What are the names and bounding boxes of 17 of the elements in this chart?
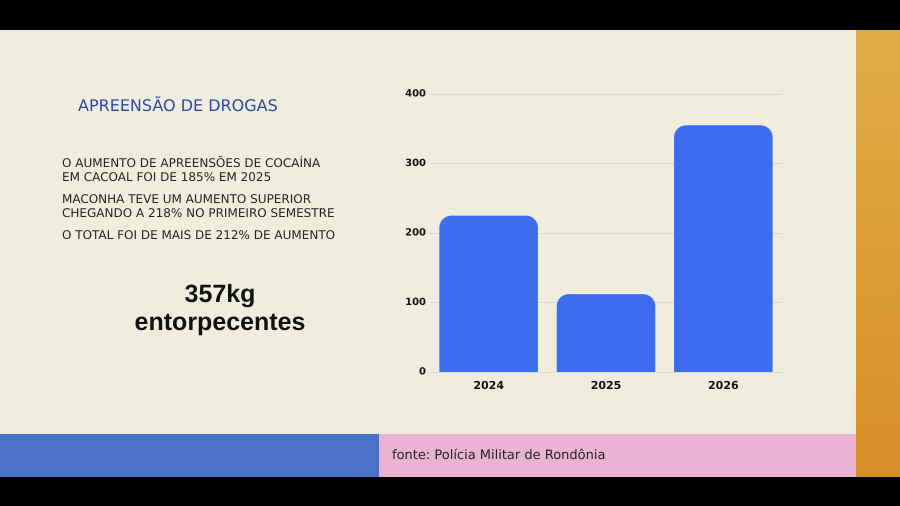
y-tick-label: 300: [405, 158, 426, 169]
bar: [439, 216, 538, 372]
x-tick-label: 2024: [473, 379, 504, 392]
text: O AUMENTO DE APREENSÕES DE COCAÍNA EM CACOAL FOI DE 185% EM 2025: [62, 156, 322, 184]
y-tick-label: 200: [405, 228, 426, 238]
source-note: fonte: Polícia Militar de Rondônia: [392, 448, 606, 463]
y-tick-label: 0: [419, 366, 426, 378]
x-tick-label: 2025: [590, 379, 622, 392]
text: O TOTAL FOI DE MAIS DE 212% DE AUMENTO: [62, 228, 336, 242]
bar: [556, 294, 656, 372]
y-tick-label: 400: [405, 88, 426, 100]
x-tick-label: 2026: [708, 379, 739, 392]
y-tick-label: 100: [405, 297, 426, 308]
text: APREENSÃO DE DROGAS: [78, 96, 278, 115]
text: 357kg entorpecentes: [134, 280, 306, 336]
text: MACONHA TEVE UM AUMENTO SUPERIOR CHEGANDO A 218% NO PRIMEIRO SEMESTRE: [62, 192, 336, 220]
bar: [674, 125, 773, 372]
